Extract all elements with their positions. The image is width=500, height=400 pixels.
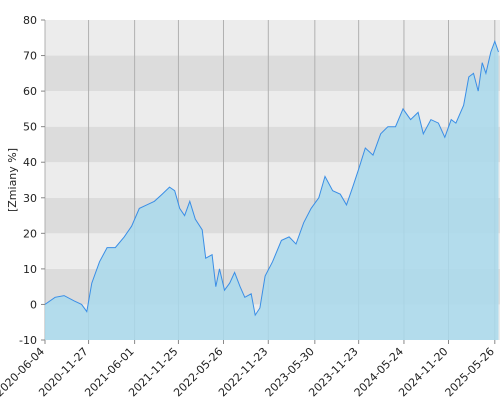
y-tick-label: 80 bbox=[23, 14, 37, 27]
y-tick-label: 40 bbox=[23, 156, 37, 169]
plot-area bbox=[44, 20, 500, 341]
y-tick-label: 10 bbox=[23, 263, 37, 276]
y-tick-label: 50 bbox=[23, 121, 37, 134]
line bbox=[44, 39, 499, 317]
y-tick-label: 30 bbox=[23, 192, 37, 205]
y-tick-label: 20 bbox=[23, 227, 37, 240]
band bbox=[45, 91, 500, 127]
y-tick-label: 70 bbox=[23, 50, 37, 63]
band bbox=[45, 20, 500, 56]
area bbox=[45, 41, 499, 341]
y-tick-label: -10 bbox=[19, 334, 37, 347]
y-tick-label: 60 bbox=[23, 85, 37, 98]
y-tick-label: 0 bbox=[30, 298, 37, 311]
x-tick-label: 2025-05-26 bbox=[443, 345, 497, 399]
band bbox=[45, 55, 500, 92]
y-axis-label: [Zmiany %] bbox=[6, 148, 19, 212]
